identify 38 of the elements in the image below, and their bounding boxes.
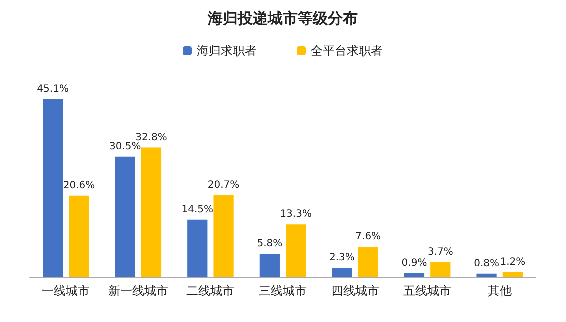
data-label: 0.8% [474, 258, 500, 270]
bar [43, 99, 64, 277]
bar [358, 247, 378, 277]
x-tick-label: 三线城市 [259, 284, 307, 298]
data-label: 5.8% [257, 238, 283, 250]
bar [404, 273, 425, 277]
data-label: 32.8% [136, 132, 168, 144]
data-label: 13.3% [280, 209, 312, 220]
data-label: 3.7% [428, 246, 454, 258]
bar [69, 196, 90, 277]
bar [332, 268, 352, 277]
data-label: 20.6% [63, 180, 96, 192]
bar [502, 272, 523, 277]
bar [476, 274, 497, 277]
data-label: 14.5% [182, 204, 214, 216]
bar [214, 195, 234, 277]
x-tick-label: 新一线城市 [108, 284, 168, 298]
x-tick-label: 四线城市 [331, 284, 380, 298]
data-label: 30.5% [109, 141, 142, 152]
chart-title: 海归投递城市等级分布 [207, 10, 358, 28]
bar [286, 224, 306, 277]
bar [188, 220, 208, 277]
data-label: 0.9% [402, 258, 428, 269]
data-label: 1.2% [500, 256, 526, 268]
data-label: 20.7% [208, 180, 240, 191]
bar [115, 156, 136, 277]
legend-label: 全平台求职者 [311, 44, 383, 58]
x-tick-label: 五线城市 [404, 284, 452, 298]
x-tick-label: 其他 [488, 284, 512, 298]
x-tick-label: 一线城市 [42, 284, 90, 298]
legend-label: 海归求职者 [197, 44, 257, 58]
data-label: 45.1% [37, 84, 69, 95]
x-tick-label: 二线城市 [186, 284, 235, 298]
data-label: 7.6% [356, 232, 382, 243]
bar [430, 262, 451, 277]
bar [260, 254, 280, 277]
data-label: 2.3% [330, 252, 355, 264]
bar [141, 148, 162, 277]
